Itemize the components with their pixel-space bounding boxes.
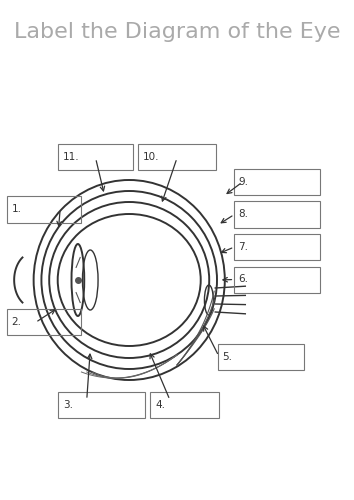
Text: 5.: 5. [222, 352, 232, 362]
Text: 3.: 3. [63, 400, 73, 409]
Text: 10.: 10. [143, 152, 159, 162]
Text: Label the Diagram of the Eye: Label the Diagram of the Eye [14, 22, 340, 42]
Text: 8.: 8. [238, 210, 248, 220]
Text: 4.: 4. [155, 400, 165, 409]
Text: 9.: 9. [238, 177, 248, 187]
Text: 11.: 11. [63, 152, 80, 162]
Text: 2.: 2. [12, 317, 22, 327]
Text: 6.: 6. [238, 274, 248, 284]
Text: 7.: 7. [238, 242, 248, 252]
Text: 1.: 1. [12, 204, 22, 214]
